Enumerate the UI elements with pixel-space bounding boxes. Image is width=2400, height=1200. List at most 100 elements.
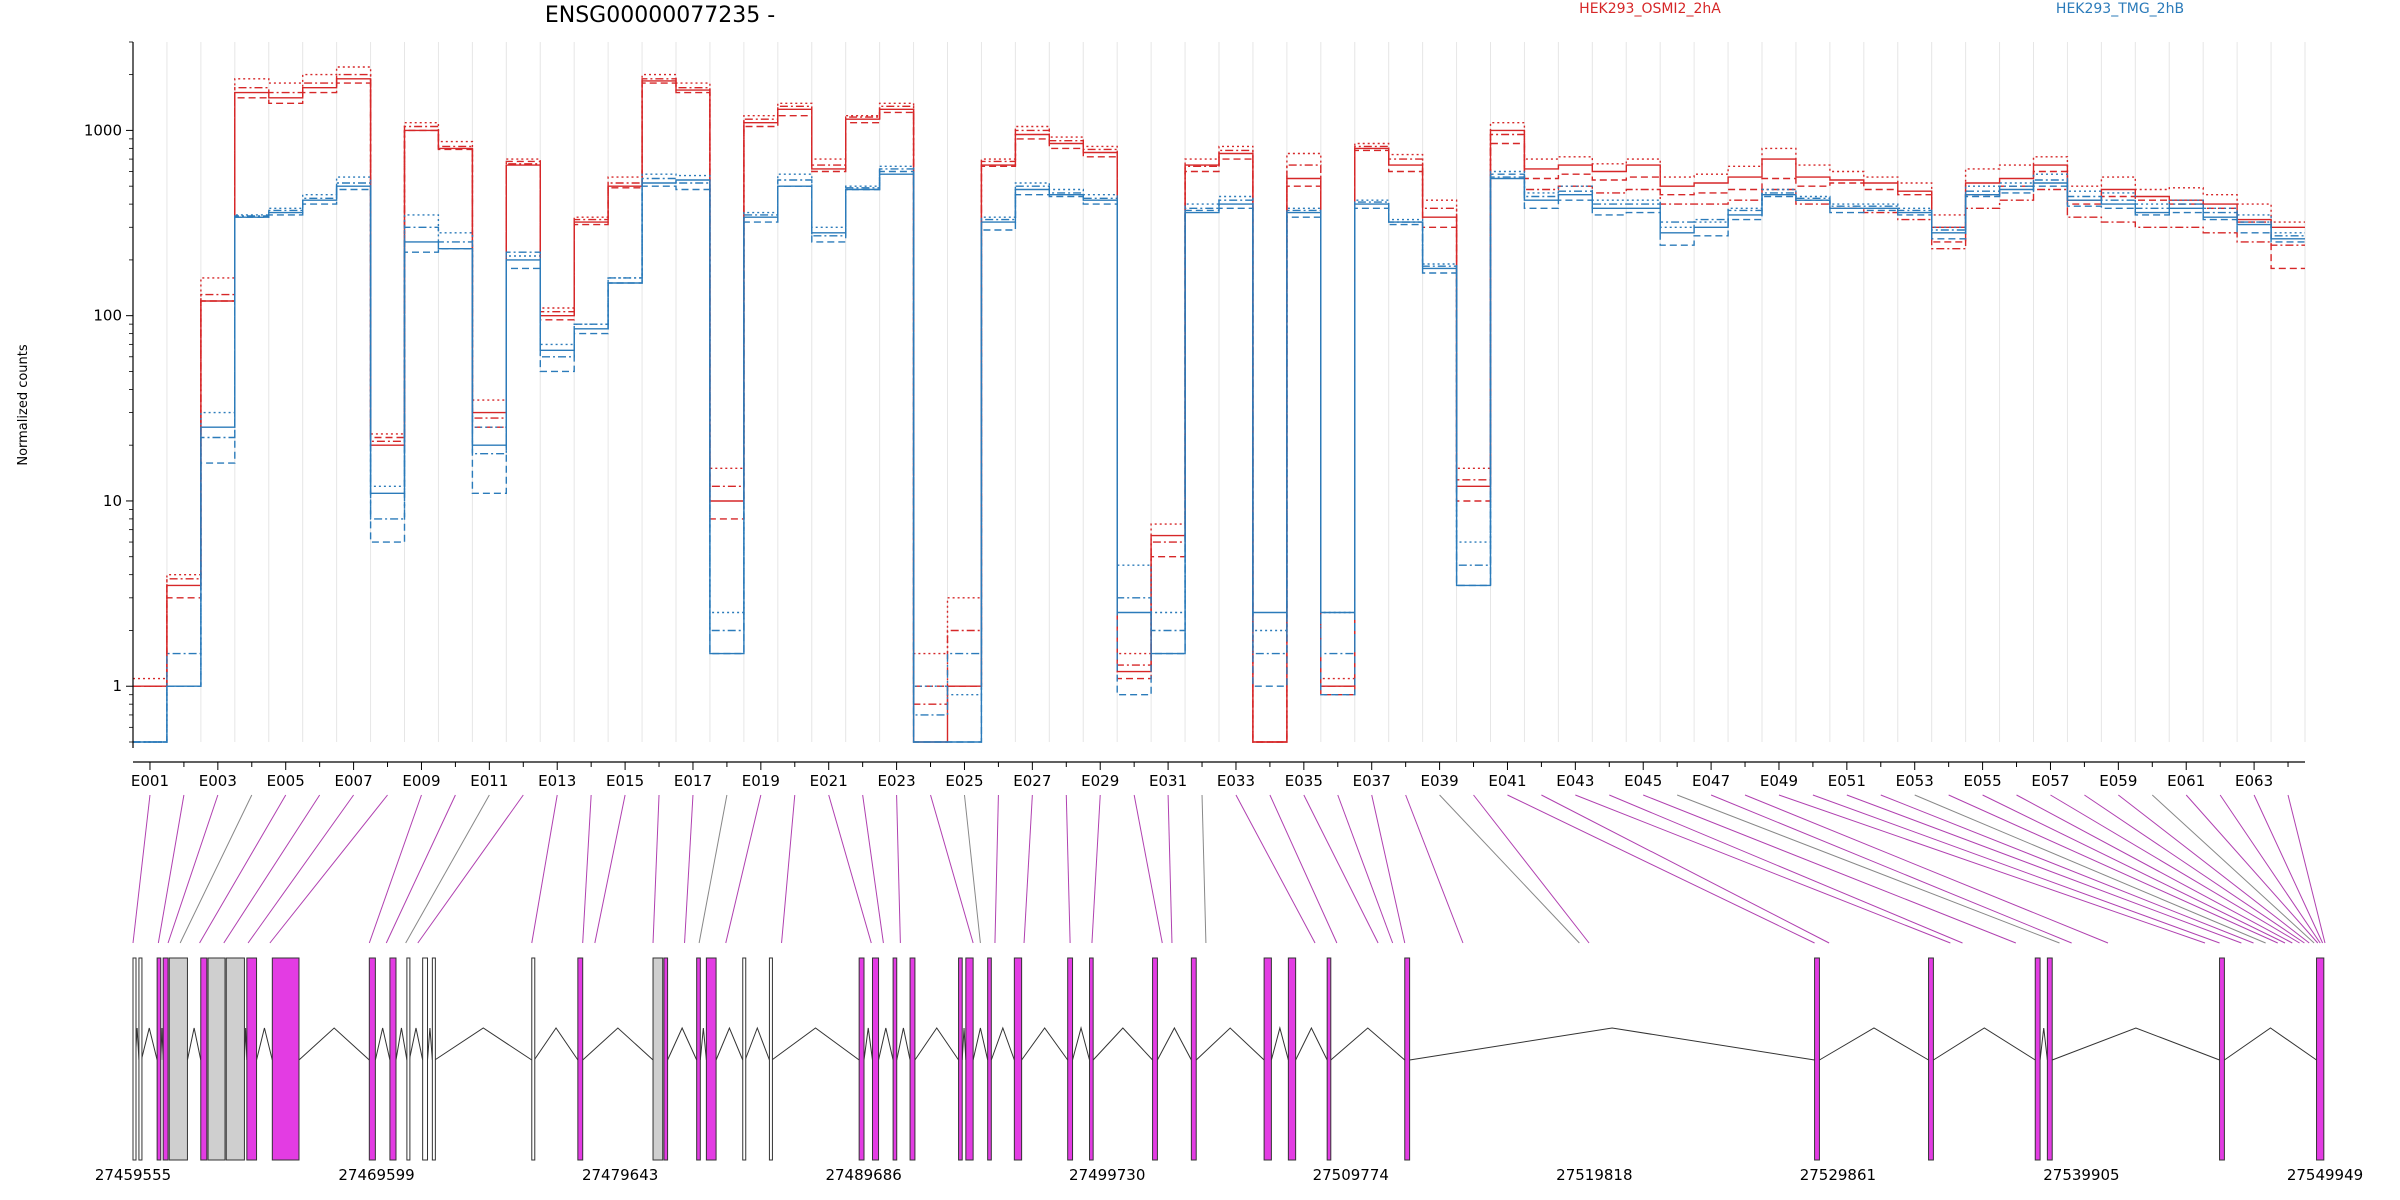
intron-line: [667, 1026, 698, 1061]
connector-line: [531, 794, 558, 944]
chart-title: ENSG00000077235 -: [545, 3, 775, 28]
connector-line: [1235, 794, 1316, 944]
connector-line: [2219, 794, 2321, 944]
exon-box: [1326, 957, 1332, 1161]
connector-line: [1609, 794, 1963, 944]
exon-box: [742, 957, 747, 1161]
connector-line: [930, 794, 974, 944]
connector-line: [994, 794, 999, 944]
intron-line: [972, 1027, 989, 1061]
connector-line: [1812, 794, 2220, 944]
exon-box: [422, 957, 429, 1161]
exon-box: [2046, 957, 2053, 1161]
exon-box: [389, 957, 397, 1161]
connector-line: [896, 794, 901, 944]
exon-box: [909, 957, 916, 1161]
connector-line: [725, 794, 762, 944]
x-tick-label: E023: [878, 772, 916, 790]
exon-box: [271, 957, 300, 1161]
intron-line: [1156, 1026, 1192, 1061]
intron-line: [2224, 1027, 2317, 1061]
connector-line: [179, 794, 253, 944]
connector-line: [1744, 794, 2109, 944]
intron-line: [298, 1027, 370, 1061]
x-tick-label: E003: [199, 772, 237, 790]
genomic-coordinate-label: 27489686: [825, 1166, 901, 1184]
exon-box: [958, 957, 963, 1161]
connector-line: [1948, 794, 2278, 944]
connector-line: [594, 794, 626, 944]
intron-line: [256, 1027, 273, 1061]
x-tick-label: E043: [1556, 772, 1594, 790]
exon-box: [431, 957, 436, 1161]
exon-box: [2316, 957, 2325, 1161]
connector-line: [1065, 794, 1071, 944]
intron-line: [427, 1027, 433, 1061]
x-tick-label: E011: [470, 772, 508, 790]
exon-box: [858, 957, 865, 1161]
exon-box: [705, 957, 717, 1161]
x-tick-label: E001: [131, 772, 169, 790]
genomic-coordinate-label: 27479643: [582, 1166, 658, 1184]
exon-box: [1287, 957, 1297, 1161]
connector-line: [2253, 794, 2324, 944]
exon-box: [207, 957, 226, 1161]
exon-box: [132, 957, 137, 1161]
genomic-coordinate-label: 27469599: [338, 1166, 414, 1184]
exon-box: [225, 957, 245, 1161]
gene-model: 27459555 27469599 27479643 27489686 27499730…: [95, 957, 2363, 1184]
exon-box: [1814, 957, 1820, 1161]
connector-line: [223, 794, 321, 944]
connector-line: [828, 794, 872, 944]
exon-box: [892, 957, 898, 1161]
x-tick-label: E039: [1421, 772, 1459, 790]
connector-line: [1201, 794, 1207, 944]
connector-line: [1575, 794, 1951, 944]
intron-line: [914, 1027, 959, 1061]
intron-line: [715, 1026, 744, 1061]
x-tick-label: E037: [1353, 772, 1391, 790]
series-line-6: [133, 170, 2305, 743]
connector-line: [1269, 794, 1338, 944]
connector-line: [1023, 794, 1033, 944]
series-line-7: [133, 168, 2305, 743]
connector-line: [1914, 794, 2266, 944]
connector-line: [385, 794, 456, 944]
connector-line: [2287, 794, 2326, 944]
connector-line: [157, 794, 185, 944]
y-axis-label: Normalized counts: [16, 344, 31, 466]
connector-line: [417, 794, 524, 944]
intron-line: [395, 1027, 408, 1061]
connector-line: [781, 794, 796, 944]
exon-box: [531, 957, 536, 1161]
intron-line: [140, 1027, 158, 1061]
exon-box: [871, 957, 880, 1161]
exon-box: [1089, 957, 1094, 1161]
x-tick-label: E063: [2235, 772, 2273, 790]
x-tick-label: E047: [1692, 772, 1730, 790]
exon-box: [156, 957, 162, 1161]
intron-line: [1330, 1027, 1406, 1061]
x-tick-label: E019: [742, 772, 780, 790]
x-tick-label: E055: [1964, 772, 2002, 790]
connector-line: [862, 794, 884, 944]
x-tick-label: E049: [1760, 772, 1798, 790]
y-tick-label: 1: [112, 677, 122, 695]
x-tick-label: E013: [538, 772, 576, 790]
connector-line: [2050, 794, 2300, 944]
intron-line: [1270, 1026, 1289, 1061]
connector-line: [2016, 794, 2293, 944]
connector-line: [1337, 794, 1394, 944]
connector-line: [2151, 794, 2315, 944]
x-tick-label: E057: [2031, 772, 2069, 790]
genomic-coordinate-label: 27539905: [2043, 1166, 2119, 1184]
intron-line: [1819, 1027, 1929, 1061]
x-tick-label: E053: [1896, 772, 1934, 790]
exon-box: [1152, 957, 1158, 1161]
connector-line: [1303, 794, 1379, 944]
series-lines: [133, 66, 2305, 743]
x-tick-label: E009: [402, 772, 440, 790]
intron-line: [896, 1027, 911, 1061]
connector-line: [199, 794, 287, 944]
